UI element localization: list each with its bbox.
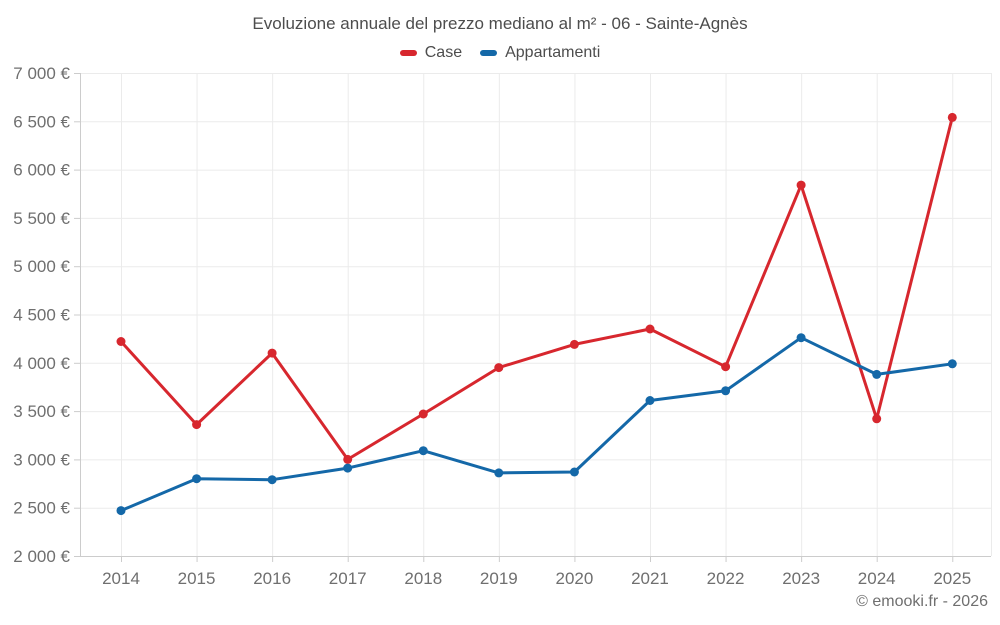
x-tick-label: 2014: [102, 569, 140, 588]
data-point-appartamenti: [116, 506, 126, 516]
x-axis-labels: 2014 2015 2016 2017 2018 2019 2020 2021 2022 2023…: [102, 569, 971, 588]
legend-label-case: Case: [424, 44, 463, 61]
data-point-case: [796, 180, 806, 190]
y-tick-label: 6 500 €: [13, 112, 70, 131]
legend-item-appartamenti[interactable]: Appartamenti: [480, 44, 600, 62]
y-tick-label: 7 000 €: [13, 64, 70, 83]
legend-swatch-case-icon: [399, 50, 417, 56]
series-case: [116, 112, 957, 464]
y-tick-label: 3 500 €: [13, 402, 70, 421]
y-tick-label: 6 000 €: [13, 161, 70, 180]
axes: [74, 73, 991, 562]
data-point-appartamenti: [721, 386, 731, 396]
data-point-appartamenti: [569, 467, 579, 477]
legend-item-case[interactable]: Case: [399, 44, 463, 62]
x-tick-label: 2021: [631, 569, 669, 588]
x-tick-label: 2022: [707, 569, 745, 588]
data-point-appartamenti: [645, 396, 655, 405]
y-axis-labels: 2 000 € 2 500 € 3 000 € 3 500 € 4 000 € 4 500…: [13, 64, 70, 566]
y-tick-label: 4 000 €: [13, 354, 70, 373]
data-point-case: [947, 112, 957, 122]
legend-label-appartamenti: Appartamenti: [505, 44, 601, 61]
x-tick-label: 2017: [329, 569, 367, 588]
series-appartamenti: [116, 333, 957, 516]
x-tick-label: 2018: [404, 569, 442, 588]
data-point-appartamenti: [192, 474, 202, 484]
gridlines: [80, 73, 992, 557]
chart-title: Evoluzione annuale del prezzo mediano al…: [252, 14, 748, 33]
data-point-case: [569, 339, 579, 349]
legend-swatch-appartamenti-icon: [480, 50, 498, 56]
credit-text: © emooki.fr - 2026: [856, 593, 988, 610]
x-tick-label: 2024: [858, 569, 896, 588]
data-point-case: [418, 409, 428, 419]
x-tick-label: 2015: [178, 569, 216, 588]
data-point-appartamenti: [418, 446, 428, 456]
data-point-appartamenti: [494, 468, 504, 478]
data-point-case: [872, 414, 882, 424]
x-tick-label: 2016: [253, 569, 291, 588]
data-point-case: [267, 348, 277, 358]
y-tick-label: 5 000 €: [13, 257, 70, 276]
data-point-case: [494, 363, 504, 373]
x-tick-label: 2025: [933, 569, 971, 588]
y-tick-label: 4 500 €: [13, 306, 70, 325]
x-tick-label: 2020: [556, 569, 594, 588]
y-tick-label: 3 000 €: [13, 450, 70, 469]
y-tick-label: 2 500 €: [13, 499, 70, 518]
data-point-appartamenti: [343, 463, 353, 473]
data-point-appartamenti: [796, 333, 806, 343]
data-point-appartamenti: [947, 359, 957, 369]
data-point-case: [645, 324, 655, 334]
data-point-appartamenti: [872, 369, 882, 379]
x-tick-label: 2019: [480, 569, 518, 588]
data-point-case: [721, 362, 731, 372]
y-tick-label: 2 000 €: [13, 547, 70, 566]
data-point-case: [343, 454, 353, 464]
x-tick-label: 2023: [782, 569, 820, 588]
data-point-case: [192, 420, 202, 430]
data-point-appartamenti: [267, 475, 277, 485]
y-tick-label: 5 500 €: [13, 209, 70, 228]
chart-legend: Case Appartamenti: [0, 44, 1000, 62]
data-point-case: [116, 337, 126, 346]
